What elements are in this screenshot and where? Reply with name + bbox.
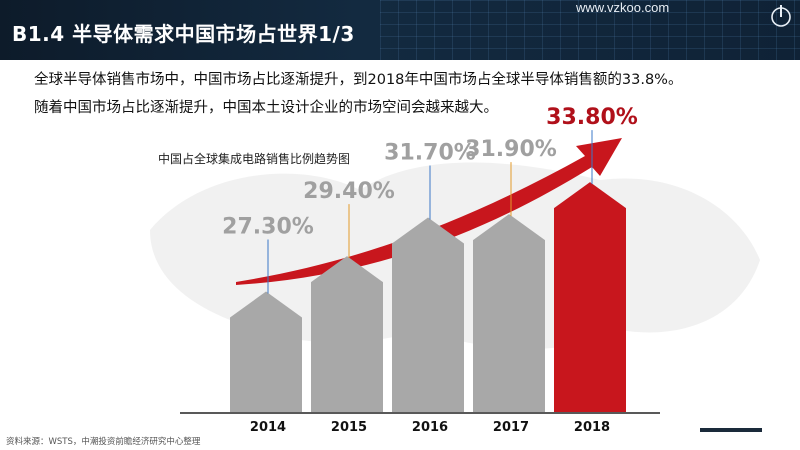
- value-label-2014: 27.30%: [222, 215, 314, 240]
- value-label-2018: 33.80%: [546, 105, 638, 130]
- bar-2016: [392, 217, 464, 412]
- slide-title: B1.4 半导体需求中国市场占世界1/3: [12, 22, 355, 46]
- power-icon: [771, 5, 791, 27]
- bar-2017: [473, 214, 545, 412]
- value-label-2016: 31.70%: [384, 141, 476, 166]
- value-label-2015: 29.40%: [303, 179, 395, 204]
- category-label-2016: 2016: [412, 420, 448, 435]
- intro-line-1: 全球半导体销售市场中，中国市场占比逐渐提升，到2018年中国市场占全球半导体销售…: [34, 72, 683, 88]
- intro-text: 全球半导体销售市场中，中国市场占比逐渐提升，到2018年中国市场占全球半导体销售…: [34, 66, 784, 122]
- trend-arrow: [236, 138, 622, 285]
- header-grid-pattern: [380, 0, 800, 60]
- bar-2018: [554, 182, 626, 412]
- site-url[interactable]: www.vzkoo.com: [576, 0, 670, 15]
- category-label-2014: 2014: [250, 420, 286, 435]
- intro-line-2: 随着中国市场占比逐渐提升，中国本土设计企业的市场空间会越来越大。: [34, 100, 498, 116]
- category-label-2017: 2017: [493, 420, 529, 435]
- bottom-accent-bar: [700, 428, 762, 432]
- bar-2014: [230, 291, 302, 412]
- category-label-2015: 2015: [331, 420, 367, 435]
- source-note: 资料来源：WSTS，中潮投资前瞻经济研究中心整理: [6, 437, 201, 447]
- bar-2015: [311, 256, 383, 412]
- category-label-2018: 2018: [574, 420, 610, 435]
- header-banner: B1.4 半导体需求中国市场占世界1/3 www.vzkoo.com: [0, 0, 800, 60]
- chart-title: 中国占全球集成电路销售比例趋势图: [158, 152, 351, 166]
- value-label-2017: 31.90%: [465, 137, 557, 162]
